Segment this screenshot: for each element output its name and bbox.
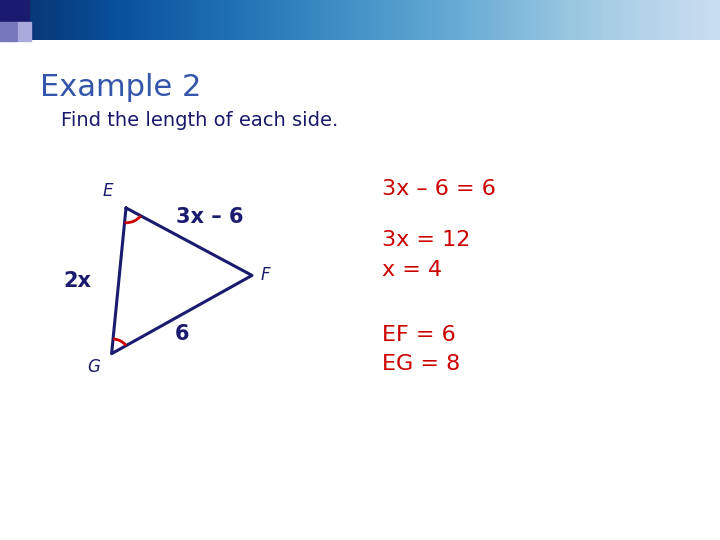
Text: 3x – 6: 3x – 6 (176, 207, 244, 227)
Text: EF = 6: EF = 6 (382, 325, 455, 345)
Text: 6: 6 (175, 323, 189, 344)
Text: G: G (87, 358, 100, 376)
Text: Example 2: Example 2 (40, 73, 201, 102)
Text: 3x = 12: 3x = 12 (382, 230, 470, 251)
Text: Find the length of each side.: Find the length of each side. (61, 111, 338, 130)
Bar (0, 0, 29, 22)
Text: 3x – 6 = 6: 3x – 6 = 6 (382, 179, 495, 199)
Text: 2x: 2x (64, 271, 91, 291)
Text: EG = 8: EG = 8 (382, 354, 460, 375)
Text: x = 4: x = 4 (382, 260, 442, 280)
Bar (18, 22, 31, 40)
Text: E: E (103, 181, 113, 200)
Bar (0, 22, 18, 40)
Text: F: F (260, 266, 270, 285)
